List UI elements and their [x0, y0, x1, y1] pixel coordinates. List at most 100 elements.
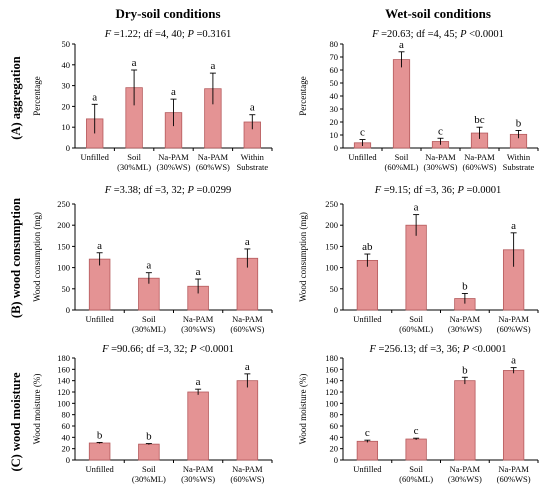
y-tick-label: 0: [334, 143, 338, 153]
bar: [405, 224, 427, 311]
stats-part: =20.63; df =4, 45;: [379, 29, 461, 40]
y-tick-label: 80: [62, 410, 71, 420]
category-label-line: Na-PAM: [464, 152, 495, 162]
y-tick-label: 200: [57, 220, 70, 230]
category-label-line: Unfilled: [353, 314, 382, 324]
stats-part: <0.0001: [466, 29, 503, 40]
significance-letter: b: [516, 117, 522, 129]
significance-letter: a: [97, 240, 102, 252]
y-tick-label: 0: [66, 455, 70, 465]
row-label-wood-consumption: (B) wood consumption: [9, 198, 23, 318]
significance-letter: a: [171, 86, 176, 98]
category-label-line: Soil: [142, 464, 156, 474]
category-label-line: Unfilled: [85, 464, 114, 474]
category-label: Soil (30%ML): [132, 464, 166, 484]
bar: [187, 391, 209, 461]
y-tick-label: 0: [334, 305, 338, 315]
y-tick-label: 120: [325, 387, 338, 397]
significance-letter: c: [365, 427, 370, 439]
bar: [356, 259, 379, 311]
category-label: Within Substrate: [236, 152, 268, 172]
category-label-line: Soil: [127, 152, 141, 162]
significance-letter: a: [399, 39, 404, 51]
stats-part: =256.13; df =3, 36;: [376, 344, 463, 355]
category-label-line: (30%WS): [448, 324, 482, 334]
category-label: Na-PAM (30%WS): [157, 152, 191, 172]
y-tick-label: 160: [325, 364, 338, 374]
category-label: Soil (30%ML): [132, 314, 166, 334]
y-tick-label: 100: [57, 398, 70, 408]
category-label-line: Soil: [409, 314, 423, 324]
stats-line: F =256.13; df =3, 36; P <0.0001: [368, 344, 506, 355]
category-label: Na-PAM (30%WS): [424, 152, 458, 172]
category-label-line: Na-PAM: [183, 464, 214, 474]
category-label-line: (30%ML): [132, 474, 166, 484]
y-tick-label: 140: [325, 376, 338, 386]
y-tick-label: 40: [330, 91, 339, 101]
stats-part: P: [186, 185, 194, 196]
category-label-line: (60%ML): [399, 474, 433, 484]
y-axis-label: Wood moisture (%): [298, 374, 308, 445]
category-label-line: Na-PAM: [450, 314, 481, 324]
bar: [138, 443, 160, 461]
category-label-line: (60%WS): [497, 474, 531, 484]
category-label-line: (30%WS): [181, 474, 215, 484]
category-label-line: Soil: [142, 314, 156, 324]
y-tick-label: 120: [57, 387, 70, 397]
category-label-line: Unfilled: [348, 152, 377, 162]
category-label-line: (30%ML): [117, 162, 151, 172]
stats-part: P: [462, 344, 470, 355]
y-tick-label: 50: [62, 284, 71, 294]
y-tick-label: 100: [325, 263, 338, 273]
chart-panel-3: F =9.15; df =3, 36; P =0.0001 Wood consum…: [298, 185, 539, 334]
y-tick-label: 150: [325, 241, 338, 251]
significance-letter: a: [245, 236, 250, 248]
y-tick-label: 0: [66, 305, 70, 315]
stats-part: <0.0001: [469, 344, 506, 355]
y-tick-label: 160: [57, 364, 70, 374]
category-label: Na-PAM (60%WS): [463, 152, 497, 172]
category-label-line: Na-PAM: [425, 152, 456, 162]
significance-letter: c: [438, 125, 443, 137]
stats-part: P: [456, 185, 464, 196]
y-tick-label: 20: [330, 444, 339, 454]
y-tick-label: 50: [330, 78, 339, 88]
y-tick-label: 30: [330, 104, 339, 114]
category-label-line: Soil: [395, 152, 409, 162]
y-tick-label: 50: [330, 284, 339, 294]
category-label-line: Na-PAM: [198, 152, 229, 162]
category-label-line: (30%ML): [132, 324, 166, 334]
significance-letter: a: [196, 266, 201, 278]
y-tick-label: 250: [325, 199, 338, 209]
significance-letter: a: [245, 361, 250, 373]
category-label-line: (30%WS): [181, 324, 215, 334]
row-label-aggregation: (A) aggregation: [9, 56, 23, 139]
stats-part: =0.0299: [194, 185, 231, 196]
y-tick-label: 40: [62, 432, 71, 442]
category-label: Na-PAM (30%WS): [181, 464, 215, 484]
significance-letter: b: [97, 429, 103, 441]
category-label-line: (60%WS): [230, 324, 264, 334]
significance-letter: b: [462, 364, 468, 376]
y-tick-label: 40: [330, 432, 339, 442]
y-tick-label: 70: [330, 52, 339, 62]
stats-part: F: [371, 29, 379, 40]
y-tick-label: 80: [330, 410, 339, 420]
category-label-line: (60%WS): [196, 162, 230, 172]
stats-line: F =90.66; df =3, 32; P <0.0001: [101, 344, 234, 355]
y-tick-label: 200: [325, 220, 338, 230]
row-label-wood-moisture: (C) wood moisture: [9, 372, 23, 472]
category-label-line: (60%WS): [463, 162, 497, 172]
significance-letter: a: [511, 220, 516, 232]
category-label-line: Within: [507, 152, 531, 162]
chart-panel-1: F =20.63; df =4, 45; P <0.0001 Percentage…: [298, 29, 539, 172]
stats-part: =1.22; df =4, 40;: [111, 29, 187, 40]
stats-part: =9.15; df =3, 36;: [381, 185, 457, 196]
category-label: Soil (30%ML): [117, 152, 151, 172]
category-label-line: Unfilled: [81, 152, 110, 162]
category-label: Na-PAM (30%WS): [181, 314, 215, 334]
category-label-line: Na-PAM: [498, 464, 529, 474]
y-axis-label: Wood consumption (mg): [298, 212, 308, 302]
category-label: Unfilled: [81, 152, 110, 162]
